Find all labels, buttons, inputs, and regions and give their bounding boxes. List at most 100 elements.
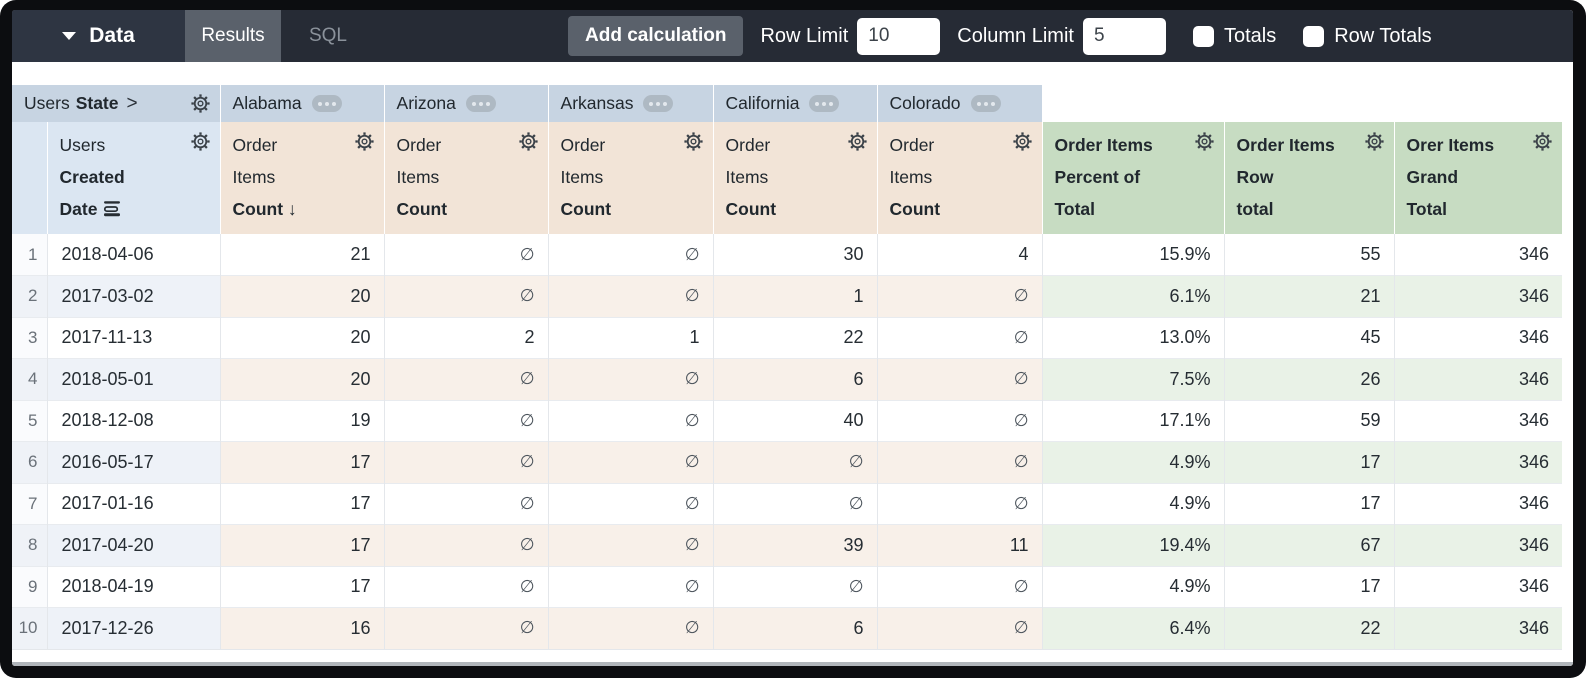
- row-dimension-header[interactable]: Users Created Date: [46, 122, 221, 234]
- measure-cell[interactable]: ∅: [547, 234, 714, 276]
- measure-cell[interactable]: ∅: [547, 482, 714, 525]
- pivot-value-header[interactable]: Arkansas: [547, 85, 714, 122]
- calc-cell[interactable]: 67: [1223, 524, 1395, 566]
- gear-icon[interactable]: [1012, 131, 1033, 152]
- measure-cell[interactable]: ∅: [383, 358, 549, 400]
- calc-cell[interactable]: 55: [1223, 234, 1395, 276]
- measure-cell[interactable]: 1: [547, 316, 714, 359]
- gear-icon[interactable]: [1532, 131, 1553, 152]
- measure-cell[interactable]: 17: [219, 482, 385, 525]
- pivot-dimension-header[interactable]: Users State >: [12, 85, 221, 122]
- measure-cell[interactable]: ∅: [383, 482, 549, 525]
- calculation-column-header[interactable]: Order Items Percent of Total: [1041, 122, 1225, 234]
- measure-cell[interactable]: ∅: [712, 441, 878, 483]
- calc-cell[interactable]: 346: [1393, 441, 1563, 483]
- calc-cell[interactable]: 4.9%: [1041, 482, 1225, 525]
- date-cell[interactable]: 2017-04-20: [46, 524, 221, 566]
- measure-cell[interactable]: 20: [219, 275, 385, 317]
- row-totals-checkbox[interactable]: [1303, 25, 1325, 47]
- measure-cell[interactable]: ∅: [547, 275, 714, 317]
- calc-cell[interactable]: 346: [1393, 565, 1563, 608]
- calc-cell[interactable]: 45: [1223, 316, 1395, 359]
- calc-cell[interactable]: 22: [1223, 607, 1395, 650]
- date-cell[interactable]: 2017-03-02: [46, 275, 221, 317]
- measure-cell[interactable]: ∅: [712, 565, 878, 608]
- date-cell[interactable]: 2018-05-01: [46, 358, 221, 400]
- calc-cell[interactable]: 15.9%: [1041, 234, 1225, 276]
- measure-cell[interactable]: 17: [219, 565, 385, 608]
- calc-cell[interactable]: 26: [1223, 358, 1395, 400]
- horizontal-scrollbar[interactable]: [12, 662, 1573, 666]
- gear-icon[interactable]: [1364, 131, 1385, 152]
- measure-cell[interactable]: ∅: [547, 441, 714, 483]
- calc-cell[interactable]: 59: [1223, 399, 1395, 442]
- ellipsis-menu-icon[interactable]: [643, 95, 674, 112]
- measure-cell[interactable]: ∅: [383, 399, 549, 442]
- measure-cell[interactable]: 17: [219, 441, 385, 483]
- measure-cell[interactable]: ∅: [383, 607, 549, 650]
- calc-cell[interactable]: 346: [1393, 607, 1563, 650]
- measure-cell[interactable]: 11: [876, 524, 1043, 566]
- measure-cell[interactable]: 6: [712, 358, 878, 400]
- gear-icon[interactable]: [518, 131, 539, 152]
- calc-cell[interactable]: 346: [1393, 482, 1563, 525]
- date-cell[interactable]: 2017-11-13: [46, 316, 221, 359]
- ellipsis-menu-icon[interactable]: [311, 95, 342, 112]
- gear-icon[interactable]: [1194, 131, 1215, 152]
- measure-column-header[interactable]: Order Items Count: [712, 122, 878, 234]
- measure-cell[interactable]: ∅: [547, 565, 714, 608]
- date-cell[interactable]: 2018-04-19: [46, 565, 221, 608]
- measure-cell[interactable]: ∅: [876, 358, 1043, 400]
- measure-cell[interactable]: ∅: [383, 275, 549, 317]
- measure-cell[interactable]: ∅: [383, 234, 549, 276]
- measure-cell[interactable]: ∅: [876, 565, 1043, 608]
- calc-cell[interactable]: 346: [1393, 524, 1563, 566]
- measure-cell[interactable]: 16: [219, 607, 385, 650]
- calc-cell[interactable]: 6.1%: [1041, 275, 1225, 317]
- gear-icon[interactable]: [190, 93, 211, 114]
- date-cell[interactable]: 2018-12-08: [46, 399, 221, 442]
- calc-cell[interactable]: 346: [1393, 316, 1563, 359]
- calc-cell[interactable]: 13.0%: [1041, 316, 1225, 359]
- measure-cell[interactable]: 2: [383, 316, 549, 359]
- calc-cell[interactable]: 7.5%: [1041, 358, 1225, 400]
- measure-cell[interactable]: ∅: [876, 316, 1043, 359]
- date-cell[interactable]: 2016-05-17: [46, 441, 221, 483]
- column-limit-input[interactable]: [1082, 17, 1166, 55]
- calculation-column-header[interactable]: Orer Items Grand Total: [1393, 122, 1563, 234]
- tab-results[interactable]: Results: [185, 10, 281, 62]
- sort-desc-icon[interactable]: ↓: [287, 199, 297, 219]
- calc-cell[interactable]: 17: [1223, 565, 1395, 608]
- pivot-value-header[interactable]: Alabama: [219, 85, 385, 122]
- measure-cell[interactable]: ∅: [876, 399, 1043, 442]
- measure-cell[interactable]: ∅: [547, 399, 714, 442]
- row-limit-input[interactable]: [857, 17, 941, 55]
- measure-cell[interactable]: 21: [219, 234, 385, 276]
- calc-cell[interactable]: 6.4%: [1041, 607, 1225, 650]
- measure-cell[interactable]: 17: [219, 524, 385, 566]
- measure-cell[interactable]: 20: [219, 358, 385, 400]
- add-calculation-button[interactable]: Add calculation: [568, 16, 744, 56]
- calc-cell[interactable]: 17.1%: [1041, 399, 1225, 442]
- calc-cell[interactable]: 17: [1223, 482, 1395, 525]
- calc-cell[interactable]: 4.9%: [1041, 565, 1225, 608]
- gear-icon[interactable]: [354, 131, 375, 152]
- date-cell[interactable]: 2018-04-06: [46, 234, 221, 276]
- calculation-column-header[interactable]: Order Items Row total: [1223, 122, 1395, 234]
- measure-cell[interactable]: ∅: [547, 607, 714, 650]
- measure-column-header[interactable]: Order Items Count: [547, 122, 714, 234]
- totals-checkbox[interactable]: [1192, 25, 1214, 47]
- measure-cell[interactable]: ∅: [383, 565, 549, 608]
- measure-cell[interactable]: 30: [712, 234, 878, 276]
- measure-cell[interactable]: ∅: [547, 524, 714, 566]
- measure-cell[interactable]: ∅: [383, 524, 549, 566]
- measure-cell[interactable]: ∅: [876, 441, 1043, 483]
- calc-cell[interactable]: 346: [1393, 234, 1563, 276]
- gear-icon[interactable]: [683, 131, 704, 152]
- calc-cell[interactable]: 346: [1393, 275, 1563, 317]
- calc-cell[interactable]: 4.9%: [1041, 441, 1225, 483]
- measure-cell[interactable]: 4: [876, 234, 1043, 276]
- pivot-value-header[interactable]: California: [712, 85, 878, 122]
- measure-cell[interactable]: 6: [712, 607, 878, 650]
- date-cell[interactable]: 2017-01-16: [46, 482, 221, 525]
